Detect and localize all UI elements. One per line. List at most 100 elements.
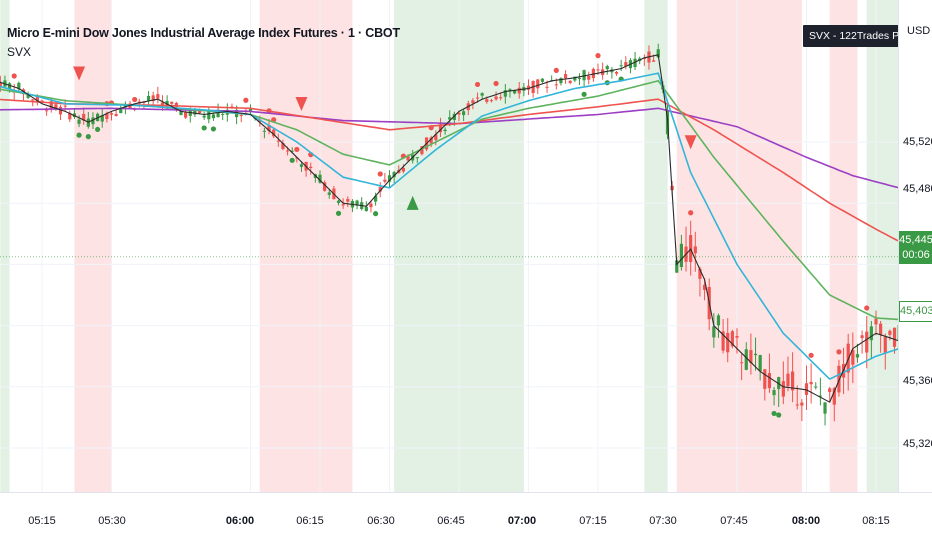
price-scale[interactable]: USD 45,520 45,480 45,360 45,320 45,445 0…: [898, 0, 932, 492]
candle-body: [735, 336, 738, 338]
candle-body: [564, 74, 567, 78]
price-tick: 45,360: [903, 375, 932, 387]
sell-dot: [836, 349, 841, 354]
candle-body: [471, 100, 474, 103]
candle-body: [240, 115, 243, 116]
bear-zone: [260, 0, 353, 492]
candle-body: [494, 97, 497, 100]
candle-body: [740, 362, 743, 363]
candle-body: [870, 326, 873, 340]
candle-body: [184, 112, 187, 118]
indicator-label[interactable]: SVX: [7, 45, 31, 59]
reference-price-label: 45,403: [899, 301, 932, 322]
candle-body: [170, 102, 173, 104]
candle-body: [300, 164, 303, 167]
price-tick: 45,480: [903, 183, 932, 195]
time-tick: 07:30: [649, 515, 677, 527]
candle-body: [541, 79, 544, 82]
sell-dot: [688, 210, 693, 215]
candle-body: [555, 84, 558, 85]
candle-body: [828, 388, 831, 392]
candle-body: [810, 382, 813, 384]
candle-body: [587, 76, 590, 80]
candle-body: [796, 404, 799, 405]
sell-dot: [595, 53, 600, 58]
time-tick: 05:30: [98, 515, 126, 527]
candle-body: [569, 81, 572, 83]
candle-body: [328, 192, 331, 194]
sell-dot: [294, 147, 299, 152]
candle-body: [763, 369, 766, 389]
chart-title[interactable]: Micro E-mini Dow Jones Industrial Averag…: [7, 26, 400, 40]
buy-dot: [95, 127, 100, 132]
buy-dot: [76, 132, 81, 137]
buy-dot: [202, 125, 207, 130]
time-tick: 06:00: [226, 515, 254, 527]
time-scale[interactable]: 05:15 05:30 06:00 06:15 06:30 06:45 07:0…: [0, 492, 932, 551]
candle-body: [342, 204, 345, 205]
candle-body: [369, 204, 372, 207]
candle-body: [518, 88, 521, 94]
candle-body: [485, 99, 488, 102]
sell-dot: [243, 98, 248, 103]
last-price-value: 45,445: [899, 233, 932, 248]
sell-dot: [554, 68, 559, 73]
candle-body: [545, 87, 548, 88]
candle-body: [754, 354, 757, 355]
buy-dot: [211, 126, 216, 131]
bull-zone: [867, 0, 898, 492]
candle-body: [536, 79, 539, 88]
candle-body: [490, 100, 493, 101]
candle-body: [309, 167, 312, 168]
candle-body: [893, 328, 896, 347]
candle-body: [476, 98, 479, 99]
candle-body: [800, 403, 803, 406]
candle-body: [805, 383, 808, 395]
sell-dot: [493, 81, 498, 86]
candle-body: [499, 97, 502, 98]
time-tick: 06:45: [437, 515, 465, 527]
candle-body: [712, 326, 715, 337]
candle-body: [884, 337, 887, 353]
candle-body: [786, 374, 789, 387]
candle-body: [481, 93, 484, 95]
candle-body: [207, 111, 210, 119]
candle-body: [865, 332, 868, 353]
time-tick: 06:30: [367, 515, 395, 527]
candle-body: [110, 113, 113, 115]
candle-body: [156, 94, 159, 99]
candle-body: [861, 335, 864, 338]
bar-countdown: 00:06: [899, 248, 932, 263]
candle-body: [115, 114, 118, 116]
last-price-label: 45,445 00:06: [899, 231, 932, 264]
candle-body: [383, 180, 386, 182]
currency-label[interactable]: USD: [907, 25, 930, 37]
buy-dot: [582, 92, 587, 97]
candle-body: [31, 99, 34, 100]
sell-dot: [809, 353, 814, 358]
time-tick: 05:15: [28, 515, 56, 527]
candle-body: [462, 111, 465, 115]
candle-body: [346, 199, 349, 202]
time-tick: 07:00: [508, 515, 536, 527]
candle-body: [578, 78, 581, 79]
buy-dot: [86, 134, 91, 139]
price-tick: 45,520: [903, 136, 932, 148]
candle-body: [652, 60, 655, 61]
price-tick: 45,320: [903, 438, 932, 450]
candle-body: [717, 315, 720, 325]
candle-body: [64, 106, 67, 107]
candle-body: [726, 333, 729, 352]
candle-body: [263, 131, 266, 132]
candle-body: [286, 150, 289, 151]
candle-body: [416, 157, 419, 158]
candle-body: [221, 114, 224, 115]
chart-pane[interactable]: Micro E-mini Dow Jones Industrial Averag…: [0, 0, 898, 492]
price-chart[interactable]: [0, 0, 898, 492]
candle-body: [277, 141, 280, 142]
candle-body: [874, 319, 877, 325]
candle-body: [768, 373, 771, 388]
time-tick: 06:15: [296, 515, 324, 527]
candle-body: [888, 331, 891, 335]
buy-dot: [336, 211, 341, 216]
